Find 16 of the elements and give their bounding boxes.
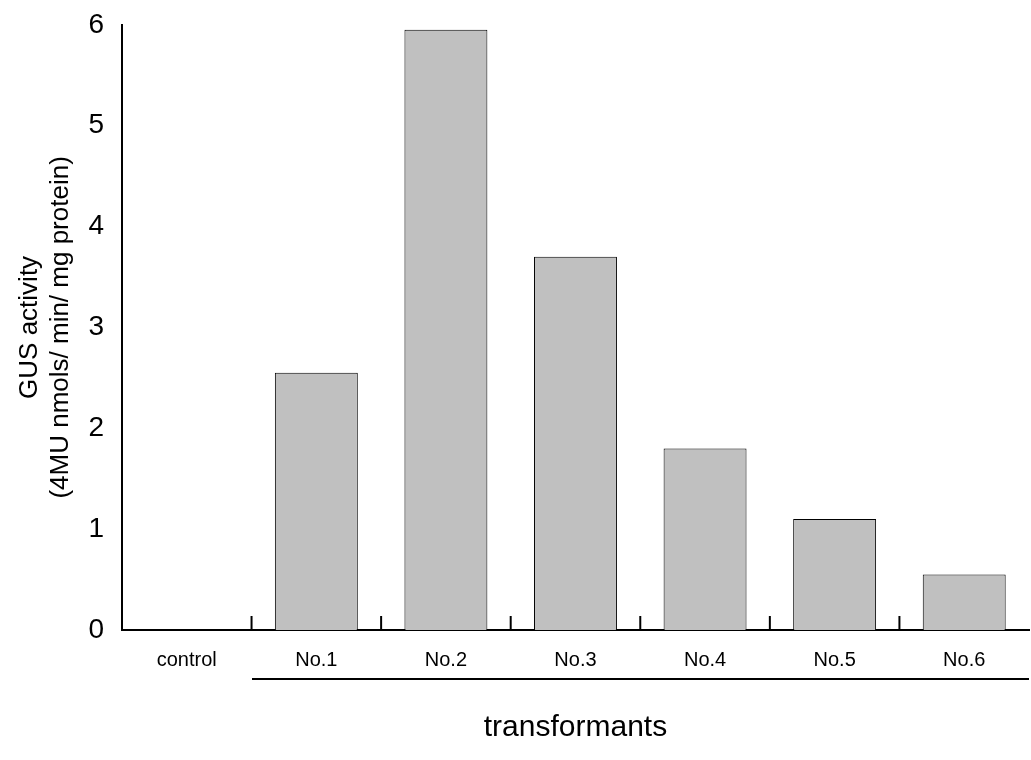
x-tick-label: No.1: [295, 647, 338, 670]
y-tick-label: 6: [88, 7, 104, 39]
x-tick-label: No.5: [813, 647, 856, 670]
y-tick-label: 0: [88, 612, 104, 644]
y-axis-title: GUS activity (4MU nmols/ min/ mg protein): [12, 156, 74, 499]
y-tick-label: 3: [88, 310, 104, 342]
y-tick-label: 1: [88, 511, 104, 543]
x-tick-label: No.6: [943, 647, 986, 670]
x-tick-label: No.2: [424, 647, 468, 670]
x-tick-label: control: [156, 647, 217, 670]
y-tick-label: 4: [88, 209, 104, 241]
x-axis-title: transformants: [483, 709, 668, 743]
x-tick-label: No.4: [683, 647, 727, 670]
y-tick-label: 5: [88, 108, 104, 140]
x-tick-label: No.3: [554, 647, 597, 670]
y-tick-label: 2: [88, 410, 104, 442]
